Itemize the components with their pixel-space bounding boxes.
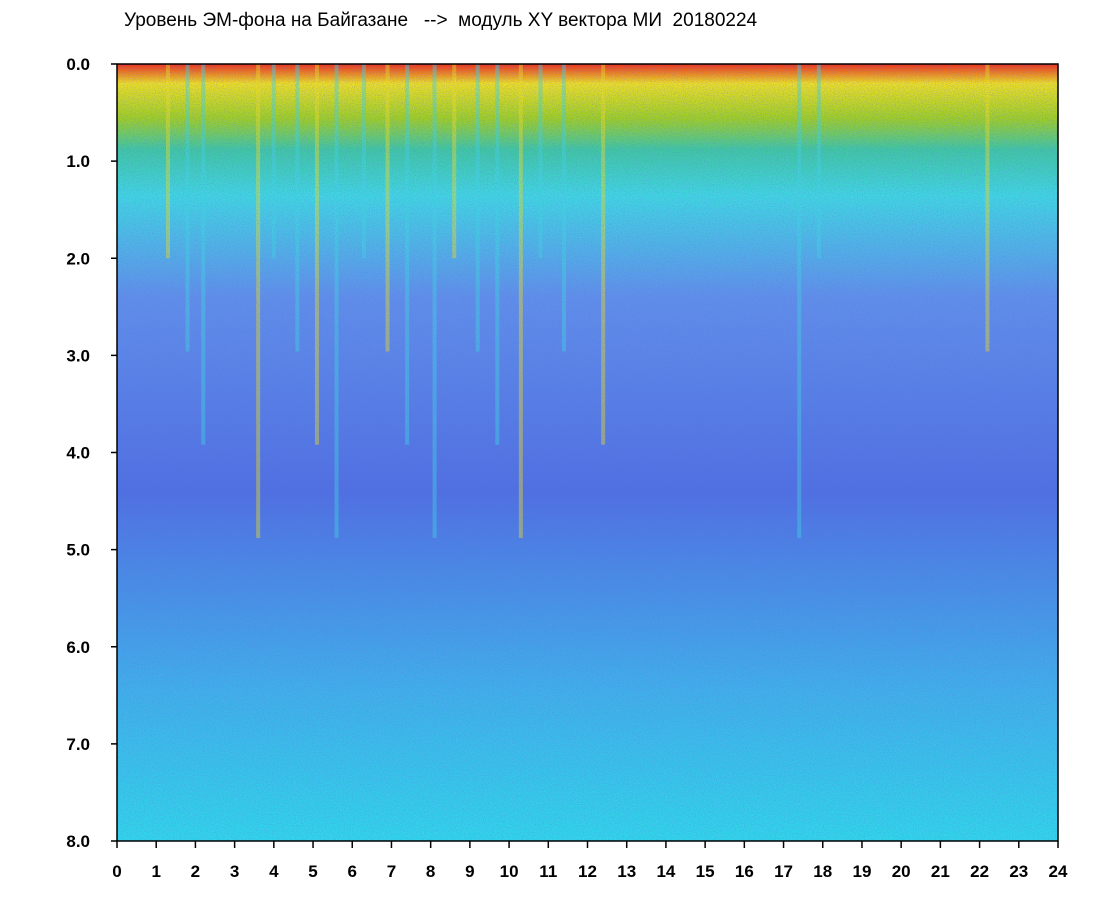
x-tick-label: 20 xyxy=(892,862,911,881)
y-axis: 0.0 1.0 2.0 3.0 4.0 5.0 6.0 7.0 8.0 xyxy=(66,55,117,851)
x-tick-label: 6 xyxy=(348,862,357,881)
x-tick-label: 4 xyxy=(269,862,279,881)
x-tick-label: 14 xyxy=(656,862,675,881)
x-tick-label: 9 xyxy=(465,862,474,881)
chart-title: Уровень ЭМ-фона на Байгазане --> модуль … xyxy=(124,10,758,31)
heatmap-texture xyxy=(117,64,1058,841)
x-tick-label: 19 xyxy=(852,862,871,881)
x-tick-label: 24 xyxy=(1049,862,1068,881)
x-tick-label: 7 xyxy=(387,862,396,881)
y-tick-label: 5.0 xyxy=(66,541,90,560)
plot-area xyxy=(116,63,1059,842)
x-tick-label: 18 xyxy=(813,862,832,881)
x-tick-label: 21 xyxy=(931,862,950,881)
y-tick-label: 0.0 xyxy=(66,55,90,74)
y-tick-label: 2.0 xyxy=(66,249,90,268)
y-tick-label: 6.0 xyxy=(66,638,90,657)
y-tick-label: 4.0 xyxy=(66,444,90,463)
x-tick-label: 5 xyxy=(308,862,317,881)
x-tick-label: 8 xyxy=(426,862,435,881)
x-axis: 0 1 2 3 4 5 6 7 8 9 10 11 12 13 14 15 16 17 18 19 20 21 22 23 24 xyxy=(112,841,1068,881)
y-tick-label: 3.0 xyxy=(66,346,90,365)
x-tick-label: 11 xyxy=(539,862,557,881)
x-tick-label: 0 xyxy=(112,862,121,881)
y-tick-label: 1.0 xyxy=(66,152,90,171)
x-tick-label: 2 xyxy=(191,862,200,881)
x-tick-label: 3 xyxy=(230,862,239,881)
x-tick-label: 10 xyxy=(500,862,519,881)
y-tick-label: 8.0 xyxy=(66,832,90,851)
x-tick-label: 22 xyxy=(970,862,989,881)
x-tick-label: 13 xyxy=(617,862,636,881)
x-tick-label: 23 xyxy=(1009,862,1028,881)
x-tick-label: 12 xyxy=(578,862,597,881)
x-tick-label: 1 xyxy=(151,862,160,881)
x-tick-label: 15 xyxy=(696,862,715,881)
y-tick-label: 7.0 xyxy=(66,735,90,754)
x-tick-label: 17 xyxy=(774,862,793,881)
x-tick-label: 16 xyxy=(735,862,754,881)
